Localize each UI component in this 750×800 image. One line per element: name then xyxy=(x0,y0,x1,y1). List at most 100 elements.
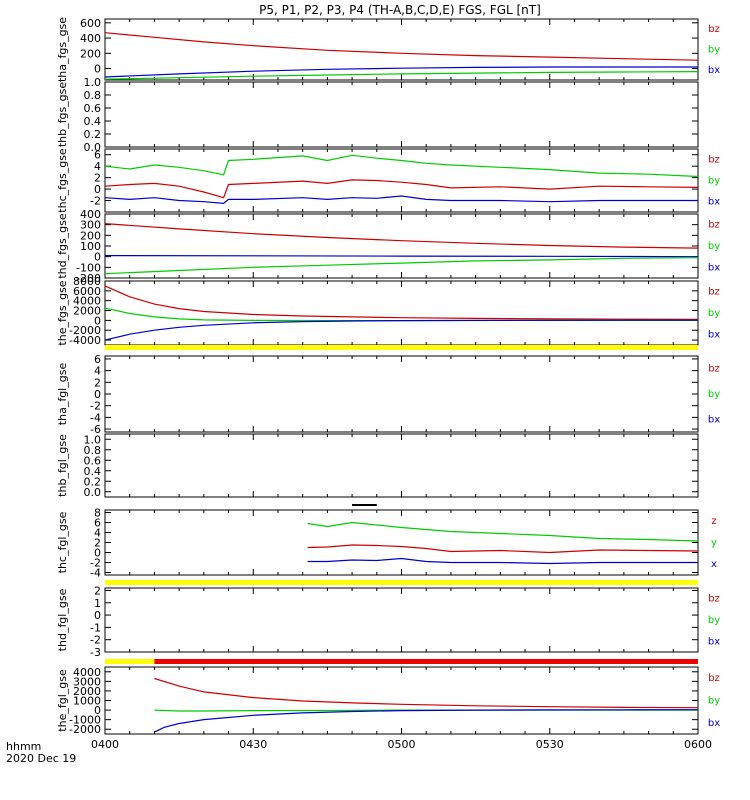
y-tick-label: -2 xyxy=(90,400,101,413)
y-axis-label: tha_fgl_gse xyxy=(56,363,69,426)
y-tick-label: -100 xyxy=(76,261,101,274)
y-tick-label: 0 xyxy=(94,704,101,717)
time-axis-date-label: 2020 Dec 19 xyxy=(6,752,76,765)
y-axis-label: thb_fgl_gse xyxy=(56,434,69,497)
y-tick-label: 1000 xyxy=(73,695,101,708)
panel-frame xyxy=(104,148,699,213)
y-tick-label: -2000 xyxy=(69,324,101,337)
y-tick-label: 6 xyxy=(94,149,101,162)
legend-by: by xyxy=(708,389,720,400)
y-tick-label: 2 xyxy=(94,172,101,185)
legend-bz: bz xyxy=(708,220,720,231)
flag-bars xyxy=(105,345,698,664)
y-tick-label: 600 xyxy=(80,17,101,30)
time-tick-label: 0430 xyxy=(239,738,267,751)
panel-frame xyxy=(104,509,699,576)
legend-by: by xyxy=(708,615,720,626)
plot-title: P5, P1, P2, P3, P4 (TH-A,B,C,D,E) FGS, F… xyxy=(259,3,541,17)
legend-bz: bz xyxy=(708,287,720,298)
y-tick-label: 4 xyxy=(94,365,101,378)
y-tick-label: 1 xyxy=(94,597,101,610)
y-tick-label: 6000 xyxy=(73,285,101,298)
panel-frame xyxy=(104,81,699,148)
y-tick-label: 0.4 xyxy=(84,465,102,478)
y-tick-label: 400 xyxy=(80,208,101,221)
y-tick-label: 400 xyxy=(80,32,101,45)
series-by xyxy=(104,71,699,80)
y-axis-label: thc_fgl_gse xyxy=(56,511,69,573)
panel-thd_fgl_gse: 210-1-2-3 thd_fgl_gse bz by bx xyxy=(56,584,720,659)
panel-tha_fgs_gse: 600 400 200 0 tha_fgs_gse bz by bx xyxy=(56,17,720,82)
y-tick-label: 8 xyxy=(94,507,101,520)
y-tick-label: 0.2 xyxy=(84,128,102,141)
y-tick-label: 0.8 xyxy=(84,89,102,102)
series-bx xyxy=(104,319,698,341)
y-tick-label: -3 xyxy=(90,646,101,659)
series-bx xyxy=(154,709,699,733)
y-tick-label: 6 xyxy=(94,517,101,530)
y-tick-label: 4 xyxy=(94,160,101,173)
y-tick-label: -2 xyxy=(90,195,101,208)
y-tick-label: -4000 xyxy=(69,334,101,347)
series-x xyxy=(307,557,698,565)
y-tick-label: -2 xyxy=(90,634,101,647)
y-tick-label: -200 xyxy=(76,272,101,285)
y-tick-label: -4 xyxy=(90,411,101,424)
time-tick-label: 0400 xyxy=(91,738,119,751)
y-tick-label: 2000 xyxy=(73,685,101,698)
y-tick-label: -2 xyxy=(90,557,101,570)
y-axis-label: tha_fgs_gse xyxy=(56,17,69,82)
panel-frame xyxy=(104,280,699,346)
y-tick-label: 3000 xyxy=(73,675,101,688)
y-axis-label: the_fgl_gse xyxy=(56,669,69,732)
legend-bx: bx xyxy=(708,65,720,76)
time-tick-label: 0500 xyxy=(388,738,416,751)
y-tick-label: 0 xyxy=(94,314,101,327)
y-tick-label: 2 xyxy=(94,584,101,597)
flag-after-thd-fgl-red xyxy=(154,659,698,664)
y-tick-label: 0 xyxy=(94,183,101,196)
y-tick-label: 100 xyxy=(80,240,101,253)
legend-bz: bz xyxy=(708,364,720,375)
legend-bz: bz xyxy=(708,594,720,605)
y-tick-label: -4 xyxy=(90,567,101,580)
flag-after-thd-fgl-yellow xyxy=(105,659,155,664)
yellow-flag-after-the-fgs xyxy=(105,345,698,350)
y-axis-label: thb_fgs_gse xyxy=(56,82,69,148)
y-tick-label: 200 xyxy=(80,47,101,60)
y-tick-label: 4000 xyxy=(73,666,101,679)
y-tick-label: 0 xyxy=(94,63,101,76)
legend-z: z xyxy=(711,516,716,527)
series-bz xyxy=(104,179,699,199)
y-tick-label: 0.0 xyxy=(84,486,102,499)
series-bz xyxy=(104,285,699,320)
y-tick-label: 1.0 xyxy=(84,76,102,89)
time-axis: 0400 0430 0500 0530 0600 xyxy=(91,738,712,751)
y-tick-label: 2 xyxy=(94,376,101,389)
y-tick-label: 2000 xyxy=(73,305,101,318)
series-z xyxy=(307,544,699,554)
time-tick-label: 0600 xyxy=(684,738,712,751)
legend-bx: bx xyxy=(708,197,720,208)
y-axis-label: thd_fgl_gse xyxy=(56,588,69,651)
series-bz xyxy=(104,32,699,61)
y-tick-label: -1000 xyxy=(69,714,101,727)
panel-thb_fgl_gse: 1.00.80.60.40.20.0 thb_fgl_gse xyxy=(56,433,699,499)
series-bx xyxy=(104,66,698,78)
y-tick-label: 4000 xyxy=(73,295,101,308)
y-tick-label: 0 xyxy=(94,609,101,622)
y-axis-label: thc_fgs_gse xyxy=(56,148,69,213)
legend-bz: bz xyxy=(708,673,720,684)
time-tick-label: 0530 xyxy=(536,738,564,751)
panel-frame xyxy=(104,355,699,433)
y-tick-label: 0.0 xyxy=(84,141,102,154)
gap-marks-after-thb-fgl xyxy=(352,504,377,506)
y-tick-label: -6 xyxy=(90,423,101,436)
legend-bx: bx xyxy=(708,262,720,273)
